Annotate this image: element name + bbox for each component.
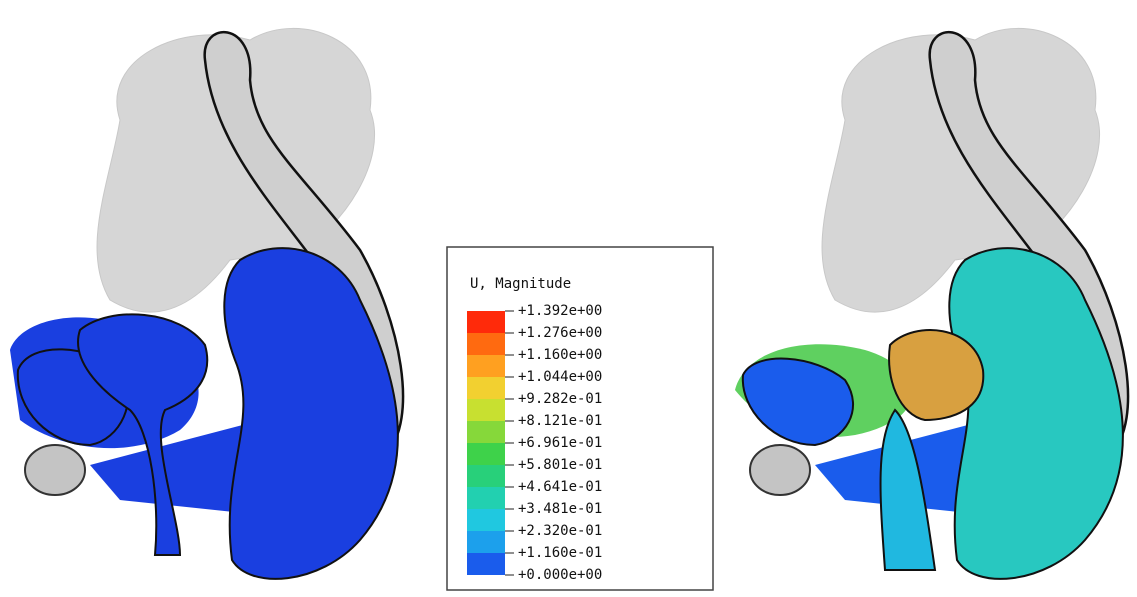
color-band (467, 531, 505, 553)
legend-label: +1.160e+00 (518, 347, 602, 363)
legend-label: +1.044e+00 (518, 369, 602, 385)
legend-label: +9.282e-01 (518, 391, 602, 407)
legend-label: +1.276e+00 (518, 325, 602, 341)
legend-label: +2.320e-01 (518, 523, 602, 539)
color-band (467, 487, 505, 509)
legend-label: +3.481e-01 (518, 501, 602, 517)
legend-title: U, Magnitude (470, 276, 571, 292)
color-band (467, 333, 505, 355)
figure: U, Magnitude +1.392e+00 +1.276e+00 +1.160e… (0, 0, 1137, 597)
color-band (467, 377, 505, 399)
color-band (467, 443, 505, 465)
legend-label: +6.961e-01 (518, 435, 602, 451)
legend-label: +8.121e-01 (518, 413, 602, 429)
legend-label: +1.392e+00 (518, 303, 602, 319)
legend-label: +1.160e-01 (518, 545, 602, 561)
color-band (467, 311, 505, 333)
canvas: U, Magnitude +1.392e+00 +1.276e+00 +1.160e… (0, 0, 1137, 597)
color-band (467, 553, 505, 575)
color-band (467, 421, 505, 443)
color-band (467, 399, 505, 421)
legend-label: +5.801e-01 (518, 457, 602, 473)
legend-label: +4.641e-01 (518, 479, 602, 495)
color-band (467, 465, 505, 487)
color-band (467, 509, 505, 531)
color-band (467, 355, 505, 377)
legend-label: +0.000e+00 (518, 567, 602, 583)
right-model (735, 28, 1128, 578)
left-model (10, 28, 403, 578)
